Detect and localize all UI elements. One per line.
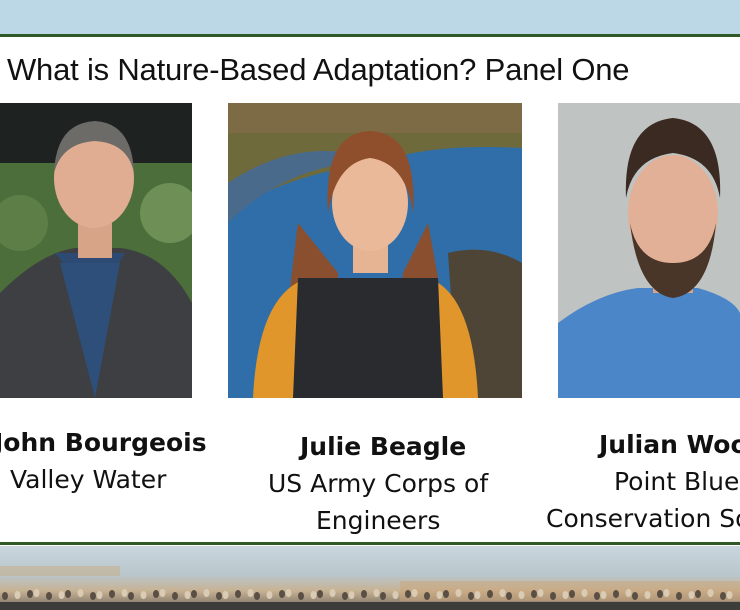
bird-shape [644,591,651,599]
bird-shape [436,591,443,599]
bird-shape [594,592,600,600]
bird-shape [720,592,726,600]
bird-shape [247,589,254,597]
bird-shape [2,592,8,600]
bird-shape [625,589,632,597]
bird-shape [329,589,336,597]
bird-shape [405,590,411,598]
panelist-name: Julian Woo [599,430,740,459]
header-band [0,0,740,34]
bird-shape [159,589,166,597]
bird-shape [90,592,96,600]
bird-shape [455,589,462,597]
bird-shape [474,591,481,599]
bird-shape [235,590,241,598]
slide-title: What is Nature-Based Adaptation? Panel O… [7,52,630,87]
panelist-org: Valley Water [10,465,167,494]
bird-shape [550,592,556,600]
bird-shape [518,591,525,599]
bird-shape [506,592,512,600]
bird-shape [153,590,159,598]
shoreline-birds-photo [0,546,740,610]
bird-shape [424,592,430,600]
bird-shape [191,590,197,598]
bird-shape [613,590,619,598]
bird-shape [128,592,134,600]
panelist-org: US Army Corps of [268,469,489,498]
bird-shape [569,590,575,598]
panelist-org: Engineers [316,506,441,535]
bird-shape [632,592,638,600]
panelist-org: Point Blue [614,467,740,496]
bird-shape [663,589,670,597]
bird-shape [96,591,103,599]
bird-shape [342,592,348,600]
bird-shape [676,592,682,600]
bird-shape [600,591,607,599]
panelist-org: Conservation So [546,504,740,533]
bird-shape [373,589,380,597]
bird-shape [203,589,210,597]
photo-john-bourgeois [0,103,192,398]
bird-shape [172,592,178,600]
bird-shape [77,589,84,597]
bird-shape [33,589,40,597]
bird-shape [254,592,260,600]
bird-shape [140,591,147,599]
photo-julian-woo [558,103,740,398]
bird-shape [27,590,33,598]
bird-shape [487,590,493,598]
bird-shape [310,591,317,599]
bird-shape [109,590,115,598]
bird-shape [222,591,229,599]
bird-shape [65,590,71,598]
bird-shape [58,591,65,599]
bird-shape [361,590,367,598]
bird-shape [14,591,21,599]
bird-shape [443,590,449,598]
bird-shape [285,589,292,597]
bird-shape [184,591,191,599]
bird-shape [499,589,506,597]
bird-shape [380,592,386,600]
bird-shape [726,591,733,599]
bird-shape [46,592,52,600]
bird-shape [688,591,695,599]
bird-shape [279,590,285,598]
bird-shape [562,591,569,599]
bird-shape [707,589,714,597]
bird-shape [348,591,355,599]
panelist-name: John Bourgeois [0,428,207,457]
bird-shape [531,590,537,598]
bird-shape [216,592,222,600]
bird-shape [468,592,474,600]
photo-julie-beagle [228,103,522,398]
bird-shape [657,590,663,598]
bird-shape [537,589,544,597]
bird-shape [392,591,399,599]
bird-shape [581,589,588,597]
bird-shape [317,590,323,598]
bird-shape [695,590,701,598]
bottom-divider [0,542,740,545]
top-divider [0,34,740,37]
bird-shape [266,591,273,599]
bird-shape [121,589,128,597]
bird-shape [298,592,304,600]
panelist-name: Julie Beagle [300,432,467,461]
bird-shape [411,589,418,597]
